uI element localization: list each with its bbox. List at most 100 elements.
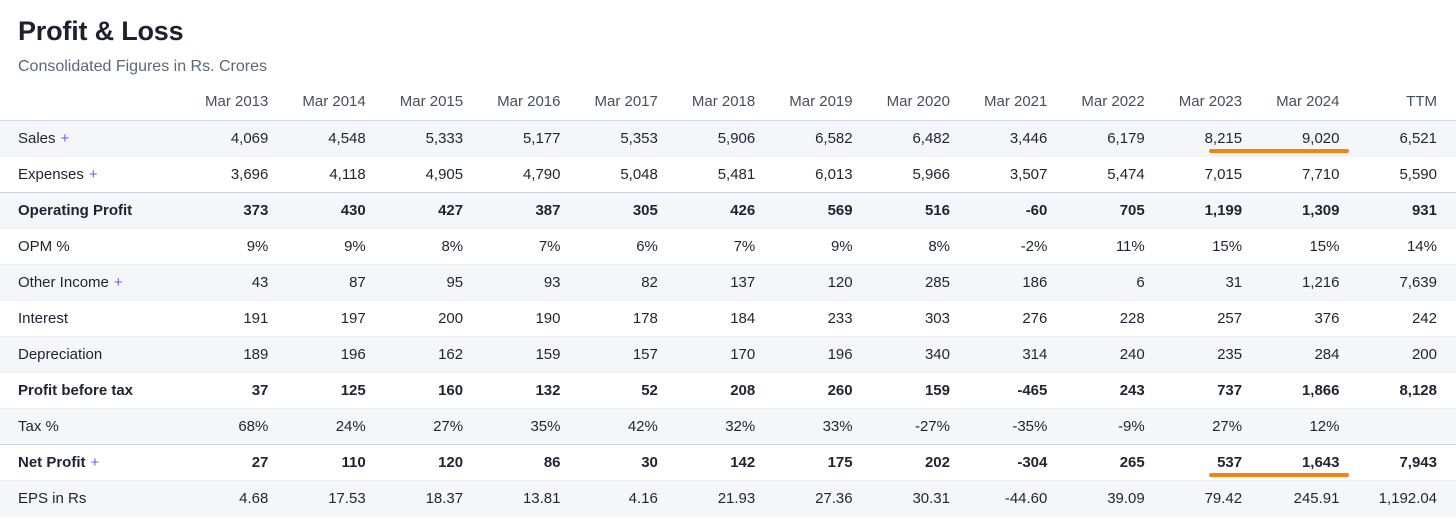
row-label-net-profit[interactable]: Net Profit + <box>0 445 190 481</box>
cell-net-profit-mar-2014: 110 <box>341 454 366 471</box>
row-label-depreciation: Depreciation <box>0 337 190 373</box>
table-row-expenses: Expenses +3,696 4,118 4,905 4,790 5,048 5,481 6… <box>0 156 1456 193</box>
column-header-mar-2018: Mar 2018 <box>691 93 756 110</box>
cell-tax-percent-mar-2015: 27% <box>433 418 464 435</box>
column-header-mar-2020: Mar 2020 <box>886 93 950 110</box>
column-header-mar-2019: Mar 2019 <box>789 93 853 110</box>
cell-operating-profit-mar-2016: 387 <box>535 202 561 219</box>
cell-interest-mar-2020: 303 <box>924 310 950 327</box>
cell-profit-before-tax-ttm: 8,128 <box>1399 382 1437 399</box>
cell-expenses-ttm: 5,590 <box>1399 166 1437 183</box>
cell-expenses-mar-2021: 3,507 <box>1009 166 1048 183</box>
cell-tax-percent-mar-2019: 33% <box>822 418 853 435</box>
cell-expenses-mar-2023: 7,015 <box>1204 166 1243 183</box>
cell-other-income-mar-2019: 120 <box>827 274 853 291</box>
table-row-other-income: Other Income +43 87 95 93 82 137 120 285 186 6 31 1,… <box>0 264 1456 301</box>
cell-expenses-mar-2016: 4,790 <box>522 166 561 183</box>
row-label-text: Sales <box>18 130 56 147</box>
cell-operating-profit-mar-2020: 516 <box>924 202 950 219</box>
cell-tax-percent-mar-2022: -9% <box>1118 418 1145 435</box>
cell-tax-percent-mar-2014: 24% <box>335 418 366 435</box>
cell-sales-mar-2016: 5,177 <box>522 130 561 147</box>
column-header-ttm: TTM <box>1406 93 1437 110</box>
row-label-text: OPM % <box>18 238 70 255</box>
column-header-mar-2017: Mar 2017 <box>594 93 658 110</box>
cell-depreciation-mar-2021: 314 <box>1022 346 1048 363</box>
cell-tax-percent-mar-2013: 68% <box>238 418 269 435</box>
cell-other-income-mar-2016: 93 <box>543 274 561 291</box>
cell-sales-mar-2019: 6,582 <box>815 130 853 147</box>
cell-depreciation-mar-2020: 340 <box>924 346 950 363</box>
cell-tax-percent-mar-2021: -35% <box>1012 418 1048 435</box>
row-label-text: Net Profit <box>18 454 86 471</box>
column-header-mar-2021: Mar 2021 <box>984 93 1048 110</box>
profit-loss-table: Mar 2013 Mar 2014 Mar 2015 Mar 2016 Mar 2017… <box>0 84 1456 517</box>
cell-tax-percent-mar-2016: 35% <box>530 418 561 435</box>
cell-other-income-mar-2020: 285 <box>924 274 950 291</box>
expand-plus-icon[interactable]: + <box>113 274 123 291</box>
table-row-operating-profit: Operating Profit 373 430 427 387 305 426 569 516… <box>0 192 1456 229</box>
cell-net-profit-mar-2021: -304 <box>1017 454 1048 471</box>
cell-eps-mar-2024: 245.91 <box>1293 490 1340 508</box>
cell-eps-mar-2020: 30.31 <box>912 490 950 508</box>
cell-interest-mar-2024: 376 <box>1314 310 1340 327</box>
cell-depreciation-mar-2022: 240 <box>1119 346 1145 363</box>
cell-opm-percent-mar-2022: 11% <box>1115 238 1145 255</box>
row-label-opm-percent: OPM % <box>0 229 190 265</box>
cell-depreciation-mar-2016: 159 <box>535 346 561 363</box>
cell-depreciation-mar-2023: 235 <box>1217 346 1243 363</box>
cell-net-profit-mar-2019: 175 <box>827 454 853 471</box>
cell-sales-mar-2022: 6,179 <box>1107 130 1145 147</box>
profit-loss-section: Profit & Loss Consolidated Figures in Rs… <box>0 16 1456 517</box>
column-header-mar-2022: Mar 2022 <box>1081 93 1145 110</box>
cell-profit-before-tax-mar-2024: 1,866 <box>1301 382 1340 399</box>
cell-expenses-mar-2015: 4,905 <box>425 166 464 183</box>
cell-opm-percent-mar-2016: 7% <box>538 238 561 255</box>
cell-sales-mar-2013: 4,069 <box>230 130 269 147</box>
row-label-profit-before-tax: Profit before tax <box>0 373 190 409</box>
cell-opm-percent-mar-2023: 15% <box>1212 238 1243 255</box>
cell-other-income-mar-2023: 31 <box>1225 274 1243 291</box>
cell-depreciation-mar-2014: 196 <box>340 346 366 363</box>
cell-other-income-mar-2024: 1,216 <box>1301 274 1340 291</box>
row-label-other-income[interactable]: Other Income + <box>0 265 190 301</box>
row-label-text: Tax % <box>18 418 59 435</box>
cell-opm-percent-mar-2015: 8% <box>441 238 464 255</box>
expand-plus-icon[interactable]: + <box>88 166 98 183</box>
expand-plus-icon[interactable]: + <box>60 130 70 147</box>
cell-sales-mar-2024: 9,020 <box>1261 121 1358 157</box>
cell-operating-profit-mar-2017: 305 <box>632 202 658 219</box>
cell-other-income-mar-2014: 87 <box>349 274 366 291</box>
cell-depreciation-mar-2017: 157 <box>632 346 658 363</box>
cell-opm-percent-mar-2014: 9% <box>344 238 366 255</box>
cell-expenses-mar-2017: 5,048 <box>620 166 658 183</box>
cell-net-profit-mar-2016: 86 <box>543 454 561 471</box>
cell-interest-mar-2018: 184 <box>730 310 756 327</box>
cell-net-profit-mar-2015: 120 <box>438 454 464 471</box>
cell-sales-mar-2021: 3,446 <box>1009 130 1048 147</box>
cell-sales-mar-2017: 5,353 <box>620 130 658 147</box>
table-row-tax-percent: Tax % 68% 24% 27% 35% 42% 32% 33% -27% -35% -9% 27%… <box>0 408 1456 445</box>
cell-sales-ttm: 6,521 <box>1399 130 1437 147</box>
row-label-expenses[interactable]: Expenses + <box>0 157 190 193</box>
cell-eps-mar-2022: 39.09 <box>1107 490 1145 508</box>
row-label-sales[interactable]: Sales + <box>0 121 190 157</box>
cell-profit-before-tax-mar-2014: 125 <box>340 382 366 399</box>
cell-sales-mar-2018: 5,906 <box>717 130 756 147</box>
cell-operating-profit-mar-2023: 1,199 <box>1204 202 1243 219</box>
column-header-empty <box>0 84 190 121</box>
cell-interest-mar-2021: 276 <box>1022 310 1048 327</box>
expand-plus-icon[interactable]: + <box>90 454 100 471</box>
cell-profit-before-tax-mar-2015: 160 <box>438 382 464 399</box>
cell-operating-profit-mar-2019: 569 <box>827 202 853 219</box>
cell-other-income-mar-2018: 137 <box>730 274 756 291</box>
cell-expenses-mar-2014: 4,118 <box>329 166 366 183</box>
row-label-text: Expenses <box>18 166 84 183</box>
cell-expenses-mar-2024: 7,710 <box>1301 166 1340 183</box>
cell-eps-mar-2018: 21.93 <box>717 490 756 508</box>
cell-interest-mar-2013: 191 <box>243 310 269 327</box>
cell-operating-profit-mar-2024: 1,309 <box>1301 202 1340 219</box>
cell-eps-mar-2016: 13.81 <box>522 490 561 508</box>
table-row-interest: Interest 191 197 200 190 178 184 233 303 276 228 25… <box>0 300 1456 337</box>
cell-interest-mar-2023: 257 <box>1217 310 1243 327</box>
